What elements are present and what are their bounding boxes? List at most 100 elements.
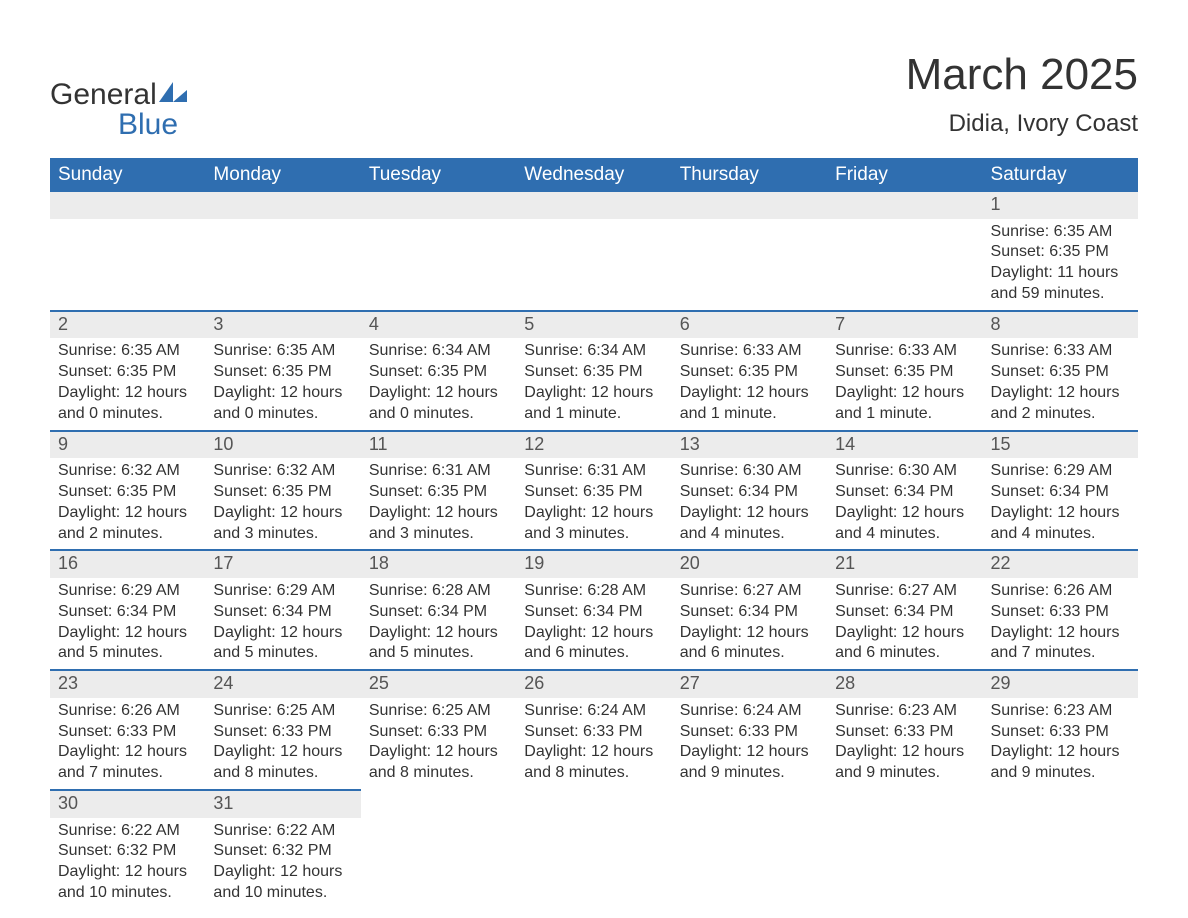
calendar-day-12: 12Sunrise: 6:31 AMSunset: 6:35 PMDayligh… [516, 431, 671, 551]
logo: General Blue [50, 78, 187, 140]
calendar-day-14: 14Sunrise: 6:30 AMSunset: 6:34 PMDayligh… [827, 431, 982, 551]
calendar-empty-cell [205, 192, 360, 311]
calendar-empty-cell [361, 790, 516, 909]
calendar-empty-cell [672, 790, 827, 909]
day-number: 21 [827, 551, 982, 578]
daylight-line: Daylight: 12 hours and 5 minutes. [213, 623, 352, 665]
calendar-week-row: 16Sunrise: 6:29 AMSunset: 6:34 PMDayligh… [50, 550, 1138, 670]
day-number [516, 192, 671, 219]
day-number: 7 [827, 312, 982, 339]
calendar-day-15: 15Sunrise: 6:29 AMSunset: 6:34 PMDayligh… [983, 431, 1138, 551]
calendar-day-27: 27Sunrise: 6:24 AMSunset: 6:33 PMDayligh… [672, 670, 827, 790]
sunset-line: Sunset: 6:34 PM [680, 482, 819, 503]
calendar-week-row: 1Sunrise: 6:35 AMSunset: 6:35 PMDaylight… [50, 192, 1138, 311]
daylight-line: Daylight: 12 hours and 6 minutes. [680, 623, 819, 665]
sunrise-line: Sunrise: 6:22 AM [213, 821, 352, 842]
day-number: 16 [50, 551, 205, 578]
daylight-line: Daylight: 12 hours and 0 minutes. [213, 383, 352, 425]
sunrise-line: Sunrise: 6:28 AM [369, 581, 508, 602]
calendar-day-3: 3Sunrise: 6:35 AMSunset: 6:35 PMDaylight… [205, 311, 360, 431]
sunrise-line: Sunrise: 6:24 AM [680, 701, 819, 722]
title-block: March 2025 Didia, Ivory Coast [906, 50, 1138, 138]
day-body: Sunrise: 6:35 AMSunset: 6:35 PMDaylight:… [983, 219, 1138, 310]
day-number [827, 790, 982, 817]
calendar-day-1: 1Sunrise: 6:35 AMSunset: 6:35 PMDaylight… [983, 192, 1138, 311]
sunrise-line: Sunrise: 6:25 AM [369, 701, 508, 722]
day-number: 5 [516, 312, 671, 339]
day-number: 3 [205, 312, 360, 339]
daylight-line: Daylight: 12 hours and 4 minutes. [991, 503, 1130, 545]
calendar-week-row: 2Sunrise: 6:35 AMSunset: 6:35 PMDaylight… [50, 311, 1138, 431]
day-body: Sunrise: 6:27 AMSunset: 6:34 PMDaylight:… [827, 578, 982, 669]
daylight-line: Daylight: 12 hours and 2 minutes. [991, 383, 1130, 425]
daylight-line: Daylight: 12 hours and 8 minutes. [369, 742, 508, 784]
day-number: 24 [205, 671, 360, 698]
calendar-day-29: 29Sunrise: 6:23 AMSunset: 6:33 PMDayligh… [983, 670, 1138, 790]
sunrise-line: Sunrise: 6:34 AM [524, 341, 663, 362]
sunrise-line: Sunrise: 6:35 AM [213, 341, 352, 362]
daylight-line: Daylight: 12 hours and 2 minutes. [58, 503, 197, 545]
sunrise-line: Sunrise: 6:30 AM [835, 461, 974, 482]
calendar-day-23: 23Sunrise: 6:26 AMSunset: 6:33 PMDayligh… [50, 670, 205, 790]
day-number: 18 [361, 551, 516, 578]
calendar-day-22: 22Sunrise: 6:26 AMSunset: 6:33 PMDayligh… [983, 550, 1138, 670]
daylight-line: Daylight: 12 hours and 1 minute. [835, 383, 974, 425]
sunset-line: Sunset: 6:34 PM [835, 602, 974, 623]
daylight-line: Daylight: 12 hours and 0 minutes. [58, 383, 197, 425]
sunrise-line: Sunrise: 6:26 AM [991, 581, 1130, 602]
daylight-line: Daylight: 12 hours and 8 minutes. [524, 742, 663, 784]
day-number [827, 192, 982, 219]
sunset-line: Sunset: 6:35 PM [58, 362, 197, 383]
calendar-day-21: 21Sunrise: 6:27 AMSunset: 6:34 PMDayligh… [827, 550, 982, 670]
sunset-line: Sunset: 6:33 PM [524, 722, 663, 743]
day-body [516, 219, 671, 305]
sunrise-line: Sunrise: 6:31 AM [369, 461, 508, 482]
day-body: Sunrise: 6:31 AMSunset: 6:35 PMDaylight:… [516, 458, 671, 549]
daylight-line: Daylight: 12 hours and 5 minutes. [369, 623, 508, 665]
calendar-empty-cell [827, 790, 982, 909]
day-number: 29 [983, 671, 1138, 698]
day-number [361, 192, 516, 219]
daylight-line: Daylight: 12 hours and 3 minutes. [213, 503, 352, 545]
sunset-line: Sunset: 6:32 PM [213, 841, 352, 862]
day-header-row: SundayMondayTuesdayWednesdayThursdayFrid… [50, 158, 1138, 192]
day-body [361, 219, 516, 305]
day-body: Sunrise: 6:32 AMSunset: 6:35 PMDaylight:… [50, 458, 205, 549]
daylight-line: Daylight: 12 hours and 7 minutes. [58, 742, 197, 784]
calendar-day-4: 4Sunrise: 6:34 AMSunset: 6:35 PMDaylight… [361, 311, 516, 431]
day-number: 17 [205, 551, 360, 578]
sunset-line: Sunset: 6:34 PM [835, 482, 974, 503]
sunset-line: Sunset: 6:34 PM [369, 602, 508, 623]
logo-word-1: General [50, 78, 157, 111]
day-body: Sunrise: 6:29 AMSunset: 6:34 PMDaylight:… [983, 458, 1138, 549]
day-number [361, 790, 516, 817]
day-number: 1 [983, 192, 1138, 219]
sunset-line: Sunset: 6:33 PM [369, 722, 508, 743]
day-body: Sunrise: 6:22 AMSunset: 6:32 PMDaylight:… [50, 818, 205, 909]
day-body: Sunrise: 6:34 AMSunset: 6:35 PMDaylight:… [516, 338, 671, 429]
daylight-line: Daylight: 12 hours and 7 minutes. [991, 623, 1130, 665]
sunset-line: Sunset: 6:34 PM [58, 602, 197, 623]
daylight-line: Daylight: 12 hours and 1 minute. [680, 383, 819, 425]
day-number: 2 [50, 312, 205, 339]
calendar-day-11: 11Sunrise: 6:31 AMSunset: 6:35 PMDayligh… [361, 431, 516, 551]
day-body: Sunrise: 6:33 AMSunset: 6:35 PMDaylight:… [672, 338, 827, 429]
day-body: Sunrise: 6:29 AMSunset: 6:34 PMDaylight:… [205, 578, 360, 669]
calendar-day-8: 8Sunrise: 6:33 AMSunset: 6:35 PMDaylight… [983, 311, 1138, 431]
calendar-week-row: 30Sunrise: 6:22 AMSunset: 6:32 PMDayligh… [50, 790, 1138, 909]
sunrise-line: Sunrise: 6:27 AM [680, 581, 819, 602]
day-header-monday: Monday [205, 158, 360, 192]
sunset-line: Sunset: 6:35 PM [835, 362, 974, 383]
day-body: Sunrise: 6:28 AMSunset: 6:34 PMDaylight:… [361, 578, 516, 669]
day-header-tuesday: Tuesday [361, 158, 516, 192]
sunset-line: Sunset: 6:33 PM [835, 722, 974, 743]
sunrise-line: Sunrise: 6:22 AM [58, 821, 197, 842]
day-number: 19 [516, 551, 671, 578]
day-body: Sunrise: 6:35 AMSunset: 6:35 PMDaylight:… [50, 338, 205, 429]
calendar-empty-cell [827, 192, 982, 311]
day-number [205, 192, 360, 219]
daylight-line: Daylight: 12 hours and 10 minutes. [213, 862, 352, 904]
day-number: 15 [983, 432, 1138, 459]
day-number [983, 790, 1138, 817]
sunset-line: Sunset: 6:35 PM [680, 362, 819, 383]
